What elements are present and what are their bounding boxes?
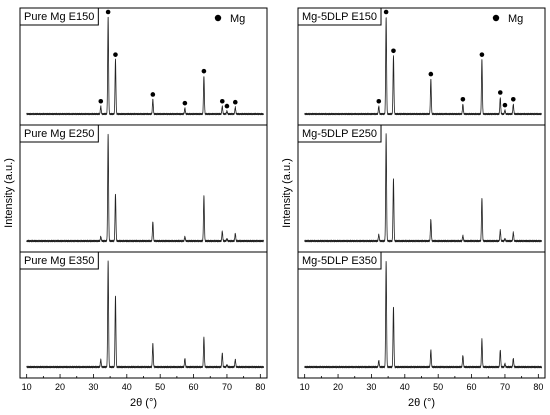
- col0-panel1-label: Pure Mg E250: [24, 128, 94, 140]
- col0-xtick-label-7: 80: [255, 382, 265, 392]
- col1-xtick-label-2: 30: [366, 382, 376, 392]
- col1-panel0-label-box: [297, 7, 382, 26]
- col0-panel2-label-box: [19, 251, 99, 270]
- col1-panel2-label: Mg-5DLP E350: [302, 255, 377, 267]
- col0-legend-marker: [214, 14, 222, 22]
- col0-xtick-label-2: 30: [88, 382, 98, 392]
- col0-xtick-label-5: 60: [189, 382, 199, 392]
- col1-panel0-label: Mg-5DLP E150: [302, 11, 377, 23]
- col0-panel0-mg-marker-3: [150, 92, 156, 97]
- col1-xtick-label-7: 80: [533, 382, 543, 392]
- col0-panel0-label-box: [19, 7, 99, 26]
- col0-panel0-mg-marker-6: [219, 98, 225, 104]
- col1-panel0-mg-marker-0: [376, 98, 382, 104]
- col1-xtick-label-6: 70: [500, 382, 510, 392]
- col0-panel0-trace: [26, 16, 264, 116]
- col0-xtick-label-0: 10: [22, 382, 32, 392]
- col1-panel0-mg-marker-2: [391, 48, 396, 54]
- col1-panel0-mg-marker-5: [479, 52, 485, 57]
- col1-panel2-trace: [304, 260, 542, 369]
- col0-x-axis-label: 2θ (°): [130, 397, 157, 409]
- col1-panel1-frame: [297, 124, 546, 253]
- col1-panel0-mg-marker-3: [428, 71, 434, 77]
- col0-panel0-label: Pure Mg E150: [24, 11, 94, 23]
- col0-xtick-label-3: 40: [122, 382, 132, 392]
- col0-panel1-label-box: [19, 124, 99, 143]
- col0-xtick-label-6: 70: [222, 382, 232, 392]
- col1-panel0-mg-marker-6: [497, 90, 503, 95]
- col0-panel1-trace: [26, 133, 264, 243]
- col0-panel0-mg-marker-5: [201, 68, 207, 74]
- col0-xtick-label-1: 20: [55, 382, 65, 392]
- col1-y-axis-label: Intensity (a.u.): [281, 158, 293, 228]
- col1-panel1-label: Mg-5DLP E250: [302, 128, 377, 140]
- col0-panel1-frame: [19, 124, 268, 253]
- col1-panel2-frame: [297, 251, 546, 379]
- col1-panel0-mg-marker-1: [383, 9, 389, 15]
- col1-xtick-label-0: 10: [300, 382, 310, 392]
- col0-panel0-mg-marker-8: [232, 99, 238, 105]
- col1-xtick-label-1: 20: [333, 382, 343, 392]
- col1-xtick-label-3: 40: [400, 382, 410, 392]
- col1-panel1-trace: [304, 133, 542, 243]
- col1-xtick-label-4: 50: [433, 382, 443, 392]
- col0-panel2-trace: [26, 260, 264, 369]
- col1-legend-label: Mg: [508, 13, 523, 25]
- col0-panel2-label: Pure Mg E350: [24, 255, 94, 267]
- col1-legend-marker: [492, 14, 500, 22]
- col1-panel1-label-box: [297, 124, 382, 143]
- col0-y-axis-label: Intensity (a.u.): [3, 158, 15, 228]
- col1-panel0-mg-marker-8: [510, 97, 516, 102]
- col0-legend-label: Mg: [230, 13, 245, 25]
- col0-panel0-mg-marker-7: [224, 103, 230, 109]
- col0-panel0-frame: [19, 7, 268, 126]
- col1-panel0-mg-marker-7: [502, 102, 508, 108]
- col0-panel0-mg-marker-0: [98, 98, 104, 104]
- col0-panel0-mg-marker-4: [182, 100, 188, 106]
- col0-panel0-mg-marker-2: [113, 52, 118, 57]
- col0-panel2-frame: [19, 251, 268, 379]
- col1-x-axis-label: 2θ (°): [408, 397, 435, 409]
- col1-panel2-label-box: [297, 251, 382, 270]
- col0-panel0-mg-marker-1: [105, 9, 111, 15]
- col1-xtick-label-5: 60: [467, 382, 477, 392]
- col1-panel0-trace: [304, 17, 542, 116]
- col0-xtick-label-4: 50: [155, 382, 165, 392]
- col1-panel0-frame: [297, 7, 546, 126]
- col1-panel0-mg-marker-4: [460, 97, 466, 102]
